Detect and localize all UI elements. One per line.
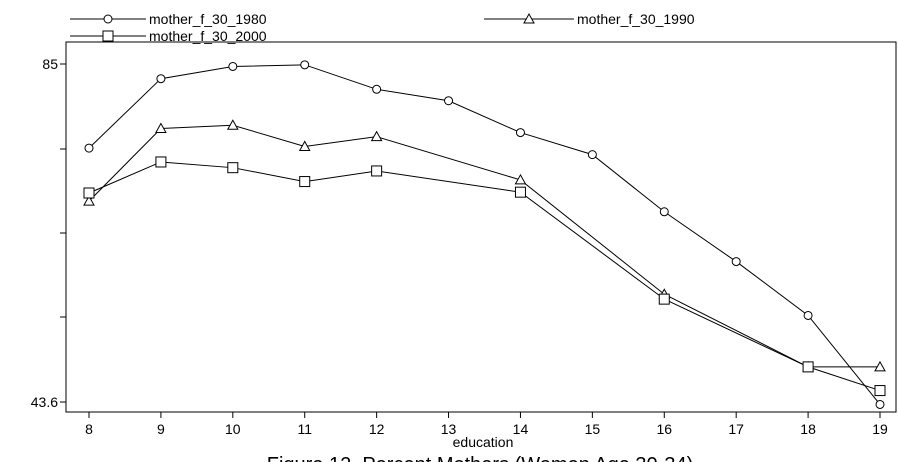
data-point xyxy=(155,156,167,168)
x-tick-label: 9 xyxy=(157,421,165,437)
data-point xyxy=(444,96,454,106)
x-axis-label: education xyxy=(453,434,514,450)
data-point xyxy=(803,310,813,320)
x-tick-label: 11 xyxy=(297,421,312,437)
plot-area xyxy=(83,60,886,409)
plot-frame xyxy=(65,41,897,413)
data-point xyxy=(659,207,669,217)
data-point xyxy=(514,173,527,185)
series-mother_f_30_2000 xyxy=(83,156,886,397)
y-tick-label: 85 xyxy=(42,56,58,72)
data-point xyxy=(226,119,239,130)
data-point xyxy=(156,74,166,84)
series-line xyxy=(88,64,881,405)
x-tick-label: 18 xyxy=(800,421,816,437)
axes: 43.6 85 8 9 10 11 12 13 14 15 16 17 18 19 xyxy=(31,41,897,437)
data-point xyxy=(371,165,383,177)
legend-marker xyxy=(523,12,535,24)
data-point xyxy=(84,143,94,153)
legend-marker xyxy=(102,30,114,42)
data-point xyxy=(299,176,311,188)
data-point xyxy=(155,122,167,133)
x-tick-label: 15 xyxy=(585,421,601,437)
series-line xyxy=(88,161,881,392)
figure-caption: Figure 12. Percent Mothers (Women Age 30… xyxy=(267,454,694,462)
data-point xyxy=(370,130,383,142)
legend-label: mother_f_30_1980 xyxy=(149,11,267,27)
data-point xyxy=(300,60,310,70)
y-tick-label: 43.6 xyxy=(31,394,58,410)
x-tick-label: 14 xyxy=(513,421,529,437)
legend-label: mother_f_30_2000 xyxy=(149,28,267,44)
x-tick-label: 10 xyxy=(225,421,241,437)
data-point xyxy=(874,360,886,372)
legend: mother_f_30_1980 mother_f_30_1990 mother_f… xyxy=(70,11,695,44)
data-point xyxy=(372,84,382,94)
legend-item: mother_f_30_2000 xyxy=(70,28,267,44)
data-point xyxy=(83,187,95,199)
series-mother_f_30_1980 xyxy=(84,60,885,409)
data-point xyxy=(515,128,525,138)
data-point xyxy=(731,257,741,267)
legend-label: mother_f_30_1990 xyxy=(577,11,695,27)
data-point xyxy=(298,140,311,151)
x-tick-label: 17 xyxy=(728,421,744,437)
x-tick-label: 8 xyxy=(85,421,93,437)
data-point xyxy=(227,162,239,174)
x-tick-label: 12 xyxy=(369,421,385,437)
legend-marker xyxy=(103,14,113,24)
data-point xyxy=(83,195,95,206)
x-tick-label: 13 xyxy=(441,421,457,437)
data-point xyxy=(587,150,597,160)
data-point xyxy=(802,361,814,373)
data-point xyxy=(874,385,886,397)
x-tick-label: 16 xyxy=(656,421,672,437)
data-point xyxy=(658,293,670,305)
x-tick-label: 19 xyxy=(872,421,888,437)
data-point xyxy=(228,61,238,71)
data-point xyxy=(875,399,885,409)
series-line xyxy=(88,124,880,368)
legend-item: mother_f_30_1990 xyxy=(484,11,695,27)
legend-item: mother_f_30_1980 xyxy=(70,11,267,27)
data-point xyxy=(514,186,526,198)
series-mother_f_30_1990 xyxy=(83,119,886,372)
